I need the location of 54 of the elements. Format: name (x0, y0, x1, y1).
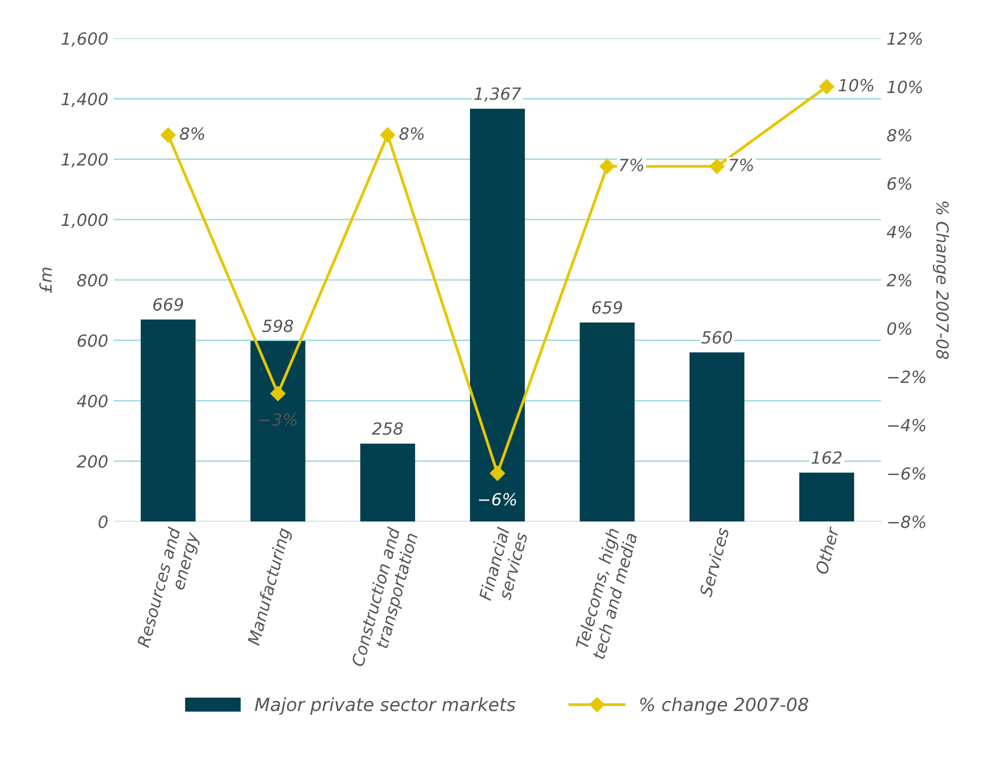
data-label: 659 (592, 301, 622, 314)
y2-tick-label: −2% (888, 370, 926, 384)
y2-tick-label: −4% (888, 418, 926, 432)
bar (250, 340, 306, 522)
point (600, 158, 615, 174)
bar (140, 320, 196, 522)
y-tick-label: 1,000 (62, 214, 108, 228)
bar (360, 444, 416, 522)
y-tick-label: 600 (78, 334, 108, 347)
y-tick-label: 1,200 (62, 153, 108, 168)
y2-tick-label: 0% (887, 322, 912, 335)
y2-axis-title: % Change 2007-08 (932, 202, 950, 360)
point (490, 466, 505, 481)
data-label: 560 (701, 331, 732, 344)
data-label: 8% (399, 127, 424, 140)
point (819, 79, 834, 94)
y2-tick-label: 8% (886, 128, 912, 142)
x-tick-label: Other (814, 526, 840, 575)
y-axis-title: £m (39, 268, 52, 293)
bar (690, 352, 744, 522)
point (709, 158, 725, 174)
y-tick-label: 1,400 (62, 92, 108, 108)
data-label: 669 (153, 298, 184, 311)
y-tick-label: 800 (77, 274, 108, 287)
y-tick-label: 400 (76, 394, 108, 408)
data-label: −6% (478, 492, 516, 506)
legend-label: % change 2007-08 (640, 697, 808, 715)
y2-tick-label: 12% (887, 32, 922, 45)
data-label: −3% (259, 413, 297, 426)
y2-tick-label: 6% (887, 177, 912, 190)
legend-label: Major private sector markets (254, 697, 516, 715)
y2-tick-label: −6% (888, 467, 926, 480)
y2-tick-label: 10% (887, 80, 922, 94)
data-label: 7% (730, 158, 753, 172)
y2-tick-label: 2% (886, 274, 912, 287)
y-tick-label: 1,600 (62, 32, 108, 47)
data-label: 8% (180, 127, 204, 140)
point (380, 127, 396, 143)
data-label: 258 (372, 422, 403, 435)
point (160, 127, 176, 143)
y-tick-label: 0 (98, 516, 108, 528)
y-tick-label: 200 (76, 455, 108, 468)
y2-tick-label: −8% (888, 516, 926, 528)
bar (470, 108, 525, 522)
x-tick-label: Services (698, 526, 730, 598)
bar (580, 322, 635, 522)
point (270, 386, 286, 402)
data-label: 598 (262, 320, 294, 332)
data-label: 162 (812, 451, 842, 464)
data-label: 10% (838, 78, 874, 92)
bar (799, 472, 854, 522)
data-label: 7% (620, 158, 644, 172)
data-label: 1,367 (474, 87, 522, 102)
y2-tick-label: 4% (886, 226, 912, 238)
